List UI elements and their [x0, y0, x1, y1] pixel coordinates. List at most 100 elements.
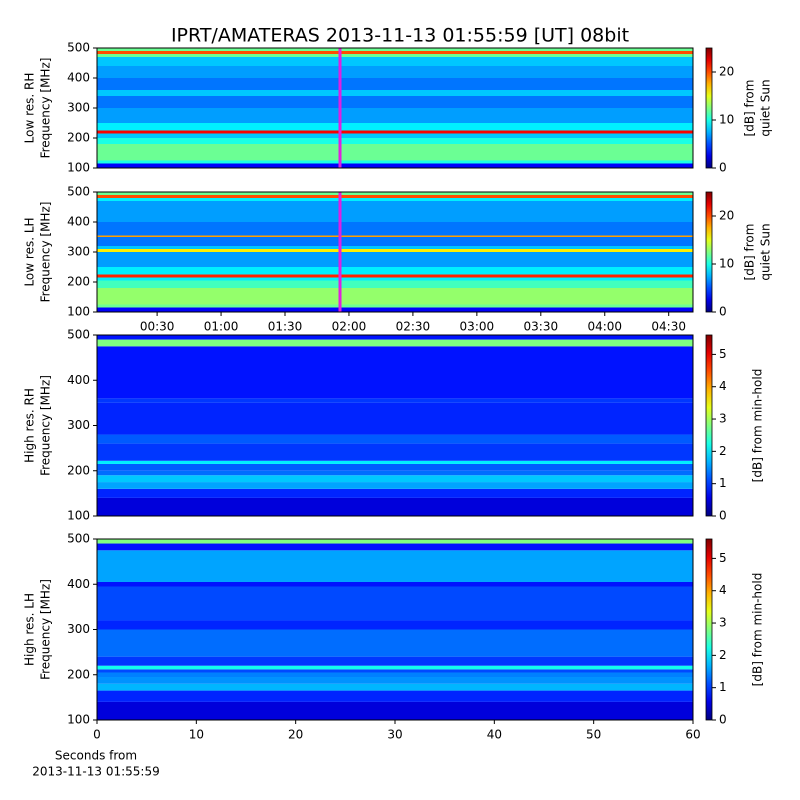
heatmap-band	[97, 54, 693, 57]
heatmap-band	[97, 543, 693, 551]
heatmap-band	[97, 677, 693, 684]
colorbar-tick-label: 0	[719, 305, 727, 319]
heatmap-band	[97, 402, 693, 435]
colorbar-tick-label: 5	[719, 347, 727, 361]
heatmap-band	[97, 267, 693, 275]
heatmap-band	[97, 683, 693, 691]
heatmap-band	[97, 160, 693, 164]
heatmap-band	[97, 57, 693, 66]
x-tick-label: 04:30	[651, 320, 686, 334]
time-marker	[338, 192, 342, 312]
heatmap-band	[97, 346, 693, 399]
heatmap-band	[97, 144, 693, 161]
x-tick-label: 02:30	[396, 320, 431, 334]
colorbar-tick-label: 2	[719, 648, 727, 662]
y-tick-label: 500	[67, 328, 90, 342]
y-tick-label: 100	[67, 161, 90, 175]
heatmap-band	[97, 201, 693, 222]
y-tick-label: 200	[67, 463, 90, 477]
colorbar-tick-label: 3	[719, 412, 727, 426]
y-tick-label: 400	[67, 215, 90, 229]
heatmap-band	[97, 475, 693, 483]
colorbar-tick-label: 0	[719, 161, 727, 175]
heatmap-band	[97, 280, 693, 288]
colorbar	[705, 191, 713, 313]
y-axis-label: Frequency [MHz]	[39, 202, 53, 303]
colorbar-tick-label: 1	[719, 680, 727, 694]
x-axis-label: Seconds from	[55, 749, 137, 763]
y-tick-label: 400	[67, 71, 90, 85]
heatmap-band	[97, 488, 693, 498]
heatmap-band	[97, 235, 693, 237]
heatmap-band	[97, 497, 693, 516]
heatmap-band	[97, 195, 693, 198]
heatmap-band	[97, 252, 693, 267]
colorbar	[705, 538, 713, 721]
x-tick-label: 60	[685, 728, 700, 742]
heatmap-band	[97, 665, 693, 670]
y-axis-label: High res. LH	[23, 593, 37, 666]
x-tick-label: 03:30	[524, 320, 559, 334]
y-tick-label: 300	[67, 418, 90, 432]
heatmap-band	[97, 539, 693, 544]
heatmap-band	[97, 274, 693, 278]
y-tick-label: 400	[67, 373, 90, 387]
y-tick-label: 300	[67, 245, 90, 259]
heatmap-band	[97, 581, 693, 587]
y-tick-label: 200	[67, 275, 90, 289]
heatmap-band	[97, 620, 693, 630]
y-tick-label: 400	[67, 577, 90, 591]
heatmap-band	[97, 51, 693, 54]
heatmap-band	[97, 222, 693, 236]
y-axis-label: Frequency [MHz]	[39, 579, 53, 680]
heatmap-band	[97, 335, 693, 340]
heatmap-band	[97, 398, 693, 403]
x-tick-label: 00:30	[140, 320, 175, 334]
heatmap-band	[97, 163, 693, 168]
heatmap-band	[97, 672, 693, 678]
y-axis-label: Low res. RH	[23, 73, 37, 144]
heatmap-band	[97, 586, 693, 621]
heatmap-band	[97, 108, 693, 123]
colorbar-label: quiet Sun	[759, 223, 773, 280]
heatmap-band	[97, 249, 693, 252]
y-axis-label: High res. RH	[23, 388, 37, 463]
y-axis-label: Frequency [MHz]	[39, 58, 53, 159]
heatmap-band	[97, 629, 693, 657]
heatmap-band	[97, 96, 693, 108]
heatmap-band	[97, 304, 693, 308]
x-tick-label: 40	[487, 728, 502, 742]
heatmap-band	[97, 434, 693, 444]
x-tick-label: 02:00	[332, 320, 367, 334]
colorbar-label: [dB] from min-hold	[751, 573, 765, 687]
x-tick-label: 01:30	[268, 320, 303, 334]
heatmap-band	[97, 701, 693, 720]
x-tick-label: 01:00	[204, 320, 239, 334]
x-tick-label: 0	[93, 728, 101, 742]
heatmap-band	[97, 48, 693, 51]
y-tick-label: 200	[67, 131, 90, 145]
y-tick-label: 300	[67, 101, 90, 115]
y-tick-label: 100	[67, 713, 90, 727]
heatmap-band	[97, 307, 693, 312]
x-tick-label: 30	[387, 728, 402, 742]
heatmap-band	[97, 656, 693, 666]
heatmap-band	[97, 288, 693, 305]
y-tick-label: 500	[67, 532, 90, 546]
x-tick-label: 04:00	[587, 320, 622, 334]
y-tick-label: 300	[67, 622, 90, 636]
colorbar-tick-label: 2	[719, 444, 727, 458]
colorbar	[705, 47, 713, 169]
colorbar-tick-label: 20	[719, 209, 734, 223]
heatmap-band	[97, 198, 693, 201]
y-axis-label: Low res. LH	[23, 217, 37, 286]
heatmap-band	[97, 443, 693, 461]
y-axis-label: Frequency [MHz]	[39, 375, 53, 476]
heatmap-band	[97, 66, 693, 78]
y-tick-label: 200	[67, 667, 90, 681]
heatmap-band	[97, 690, 693, 702]
heatmap-band	[97, 133, 693, 138]
colorbar-tick-label: 4	[719, 379, 727, 393]
colorbar-label: [dB] from	[743, 224, 757, 281]
